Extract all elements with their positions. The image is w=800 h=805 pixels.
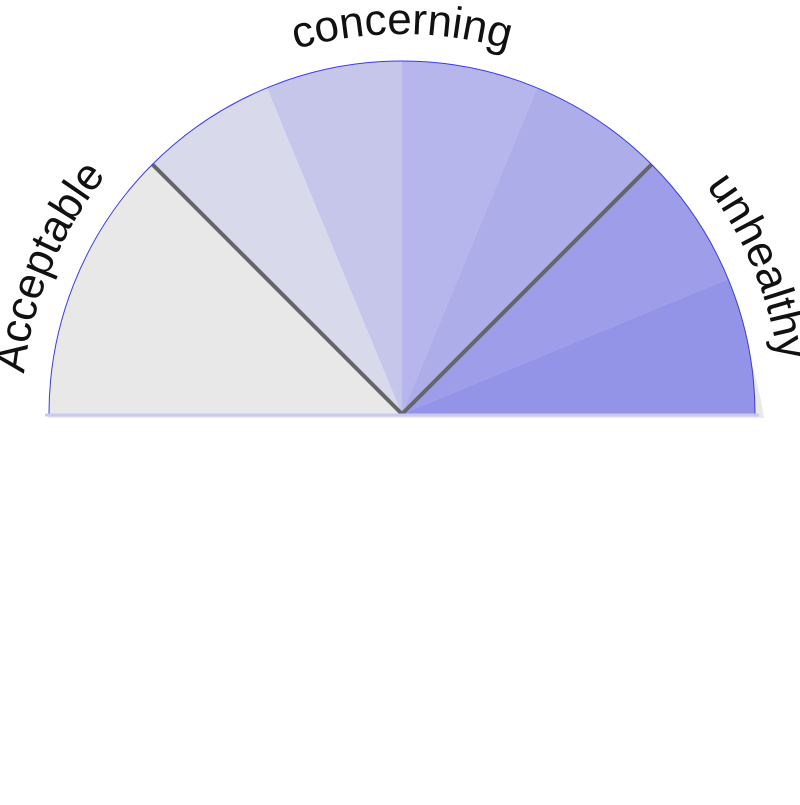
- gauge-bands: [49, 61, 755, 414]
- zone-label-concerning: concerning: [286, 0, 518, 59]
